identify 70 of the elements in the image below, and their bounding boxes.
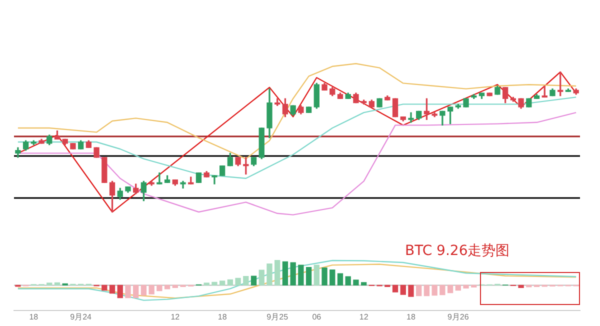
- bar: [455, 284, 461, 291]
- x-tick-label: 18: [29, 312, 39, 322]
- bar: [534, 284, 540, 288]
- text: BTC 9.26走势图: [405, 242, 510, 260]
- bar: [408, 284, 414, 297]
- bar: [164, 284, 170, 290]
- bar: [266, 263, 272, 286]
- bar: [518, 284, 524, 288]
- bar: [235, 278, 241, 286]
- x-tick-label: 9月26: [447, 312, 470, 322]
- bar: [447, 284, 454, 294]
- x-tick-label: 12: [170, 312, 180, 322]
- bar: [392, 284, 398, 292]
- bar: [117, 284, 123, 298]
- bar: [337, 273, 344, 286]
- bar: [140, 284, 147, 296]
- bar: [243, 276, 249, 286]
- bar: [306, 266, 312, 286]
- bar: [360, 282, 367, 286]
- bar: [156, 284, 162, 292]
- candlestick: [526, 98, 532, 108]
- x-tick-label: 18: [406, 312, 416, 322]
- bar: [400, 284, 406, 295]
- bar: [353, 280, 359, 286]
- candlestick: [376, 98, 382, 108]
- x-tick-label: 9月24: [70, 312, 92, 322]
- bar: [109, 284, 116, 294]
- candlestick: [70, 143, 76, 150]
- bar: [440, 284, 446, 296]
- candlestick: [219, 165, 226, 176]
- candlestick: [102, 157, 108, 183]
- candlestick: [486, 92, 492, 96]
- x-tick-label: 18: [218, 312, 228, 322]
- bar: [330, 270, 336, 286]
- bar: [227, 279, 234, 286]
- bar: [424, 284, 430, 296]
- candlestick: [94, 147, 100, 158]
- bar: [102, 284, 108, 291]
- bar: [298, 264, 304, 286]
- candlestick: [196, 172, 202, 183]
- bar: [148, 284, 154, 294]
- bar: [180, 284, 186, 288]
- bar: [133, 284, 139, 298]
- bar: [416, 284, 422, 296]
- bar: [62, 283, 68, 286]
- x-tick-label: 06: [312, 312, 322, 322]
- bar: [384, 284, 390, 288]
- x-tick-label: 12: [359, 312, 369, 322]
- candlestick: [306, 106, 312, 113]
- bar: [290, 262, 296, 286]
- bar: [219, 280, 226, 286]
- bar: [172, 284, 178, 288]
- bar: [258, 270, 264, 286]
- bar: [322, 267, 328, 286]
- bar: [463, 284, 469, 289]
- x-tick-label: 9月25: [266, 312, 289, 322]
- bar: [54, 282, 60, 286]
- bar: [526, 284, 532, 288]
- candlestick: [463, 98, 469, 108]
- bar: [314, 264, 320, 286]
- bar: [345, 276, 351, 286]
- bar: [250, 276, 257, 286]
- bar: [212, 282, 218, 286]
- bar: [204, 282, 210, 286]
- bar: [274, 260, 280, 286]
- bar: [432, 284, 438, 296]
- bar: [125, 284, 131, 298]
- bar: [46, 282, 52, 286]
- bar: [471, 284, 477, 288]
- bar: [282, 261, 288, 286]
